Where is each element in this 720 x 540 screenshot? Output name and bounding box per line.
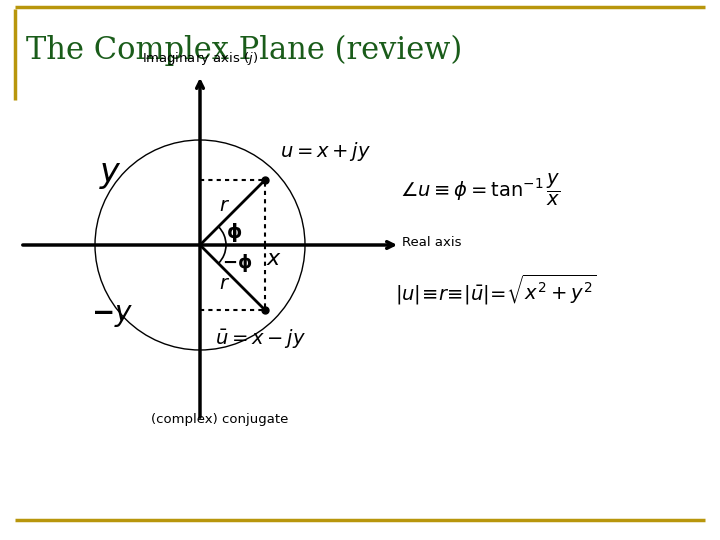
Text: (complex) conjugate: (complex) conjugate (151, 413, 289, 426)
Text: $|u| \!\equiv\! r \!\equiv\! |\bar{u}| \!=\! \sqrt{x^2+y^2}$: $|u| \!\equiv\! r \!\equiv\! |\bar{u}| \… (395, 273, 597, 307)
Text: The Complex Plane (review): The Complex Plane (review) (26, 35, 462, 65)
Text: $\mathbf{\phi}$: $\mathbf{\phi}$ (226, 220, 242, 244)
Text: $\mathbf{\mathit{x}}$: $\mathbf{\mathit{x}}$ (266, 248, 282, 270)
Text: $\mathbf{\mathit{y}}$: $\mathbf{\mathit{y}}$ (99, 159, 122, 191)
Text: $\mathit{r}$: $\mathit{r}$ (219, 275, 230, 293)
Text: Imaginary axis ($\mathit{j}$): Imaginary axis ($\mathit{j}$) (142, 50, 258, 67)
Text: $\bar{u} = x - jy$: $\bar{u} = x - jy$ (215, 327, 306, 349)
Text: $u = x + jy$: $u = x + jy$ (280, 140, 371, 164)
Text: $\angle u \equiv \phi = \tan^{-1} \dfrac{y}{x}$: $\angle u \equiv \phi = \tan^{-1} \dfrac… (400, 172, 560, 208)
Text: $\mathit{r}$: $\mathit{r}$ (219, 197, 230, 215)
Text: Real axis: Real axis (402, 235, 462, 248)
Text: $\mathbf{-\mathit{y}}$: $\mathbf{-\mathit{y}}$ (91, 302, 133, 329)
Text: $\mathbf{-\phi}$: $\mathbf{-\phi}$ (222, 252, 252, 274)
